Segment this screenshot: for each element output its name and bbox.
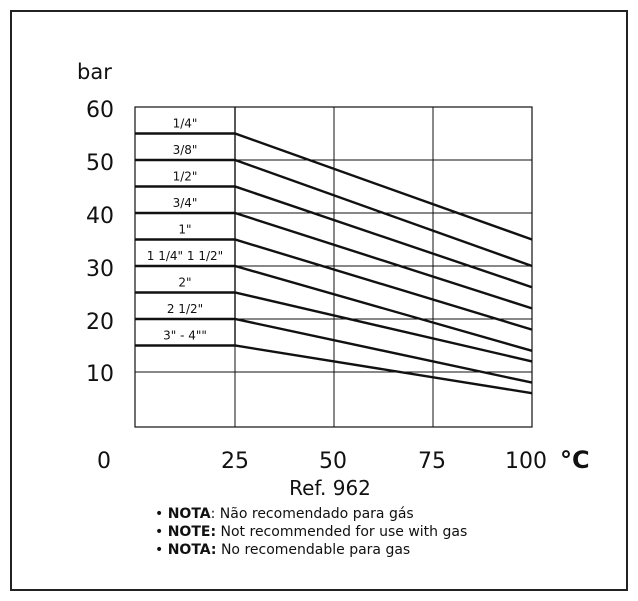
series-label: 1 1/4" 1 1/2" — [147, 249, 223, 263]
note-item: • NOTE: Not recommended for use with gas — [155, 524, 468, 540]
series-label: 1/2" — [173, 170, 198, 184]
note-text: : Não recomendado para gás — [210, 506, 414, 522]
x-axis-unit: °C — [560, 446, 590, 474]
series-label: 2" — [178, 276, 191, 290]
y-tick-label: 50 — [86, 151, 114, 176]
notes-list: • NOTA: Não recomendado para gás • NOTE:… — [155, 505, 467, 559]
x-tick-label: 75 — [418, 449, 446, 474]
x-tick-label: 0 — [97, 449, 111, 474]
series-label: 1/4" — [173, 117, 198, 131]
x-tick-label: 25 — [221, 449, 249, 474]
y-axis-label: bar — [77, 60, 112, 84]
y-tick-label: 10 — [86, 362, 114, 387]
y-tick-label: 30 — [86, 257, 114, 282]
note-item: • NOTA: Não recomendado para gás — [155, 506, 414, 522]
y-tick-label: 20 — [86, 310, 114, 335]
x-tick-label: 50 — [319, 449, 347, 474]
y-tick-label: 40 — [86, 204, 114, 229]
note-item: • NOTA: No recomendable para gas — [155, 542, 411, 558]
x-tick-label: 100 — [505, 449, 547, 474]
note-lead: NOTE: — [167, 524, 217, 540]
note-text: Not recommended for use with gas — [216, 524, 468, 540]
series-label: 3/8" — [173, 143, 198, 157]
series-label: 2 1/2" — [167, 302, 203, 316]
note-lead: NOTA — [167, 506, 211, 522]
series-label: 1" — [178, 223, 191, 237]
y-tick-label: 60 — [86, 98, 114, 123]
note-lead: NOTA: — [167, 542, 217, 558]
note-text: No recomendable para gas — [216, 542, 411, 558]
series-label: 3/4" — [173, 196, 198, 210]
chart-caption: Ref. 962 — [289, 476, 371, 500]
series-label: 3" - 4"" — [163, 329, 207, 343]
